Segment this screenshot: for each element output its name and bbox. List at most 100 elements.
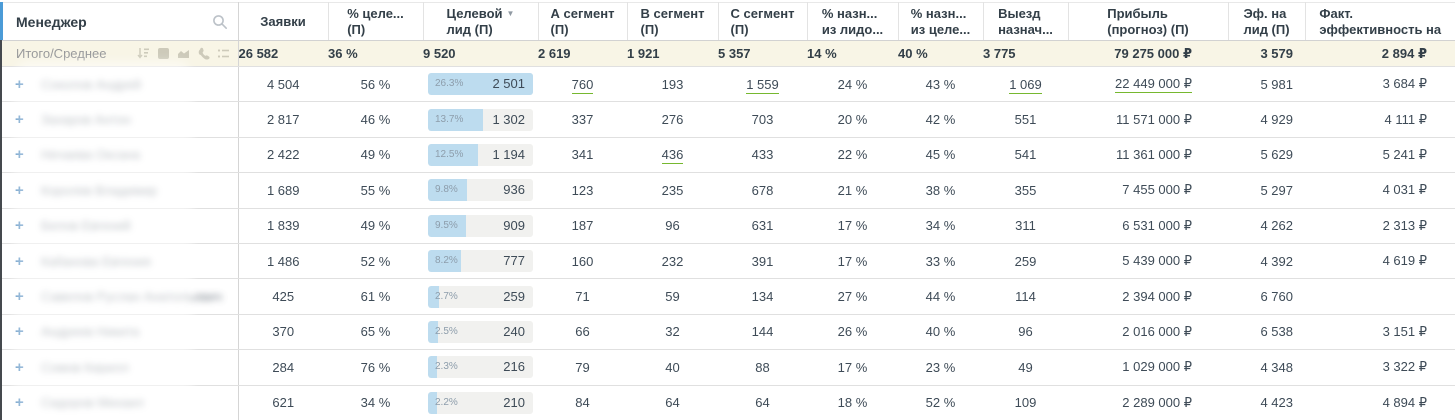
cell-segment-b: 193: [627, 66, 718, 103]
cell-value: 703: [751, 112, 774, 128]
cell-value: 6 538: [1260, 324, 1293, 340]
cell-value: 24 %: [837, 76, 868, 92]
cell-value: 4 894 ₽: [1382, 394, 1427, 410]
column-header-target-lead[interactable]: Целевой ▼ лид (П): [422, 2, 538, 41]
cell-value[interactable]: 760: [571, 76, 594, 94]
column-header-segment-a[interactable]: А сегмент (П): [537, 2, 627, 41]
cell-value: 551: [1014, 112, 1037, 128]
manager-cell: + Кабанова Евгения: [0, 243, 239, 280]
expand-plus-icon[interactable]: +: [15, 181, 24, 199]
column-header-segment-c[interactable]: С сегмент (П): [717, 2, 807, 41]
list-icon[interactable]: [217, 47, 230, 60]
cell-value[interactable]: 1 069: [1009, 76, 1042, 94]
cell-value[interactable]: 436: [661, 147, 684, 165]
cell-ef-per-lead: 4 348: [1228, 349, 1305, 386]
cell-value: 18 %: [837, 395, 868, 411]
area-chart-icon[interactable]: [177, 47, 190, 60]
cell-profit: 7 455 000 ₽: [1068, 172, 1228, 209]
cell-pct-from-target: 43 %: [898, 66, 983, 103]
expand-plus-icon[interactable]: +: [15, 252, 24, 270]
cell-value: 64: [755, 395, 770, 411]
cell-value: 65 %: [360, 324, 391, 340]
totals-ef-per-lead: 3 579: [1228, 40, 1305, 67]
cell-pct-target: 61 %: [328, 278, 423, 315]
cell-ef-per-lead: 4 392: [1228, 243, 1305, 280]
cell-value: 2 016 000 ₽: [1122, 323, 1192, 339]
search-icon[interactable]: [212, 14, 228, 30]
manager-cell: + Сидоров Михаил: [0, 385, 239, 420]
cell-segment-c: 1 559: [718, 66, 807, 103]
expand-plus-icon[interactable]: +: [15, 217, 24, 235]
column-header-segment-b[interactable]: В сегмент (П): [626, 2, 718, 41]
cell-value: 49 %: [360, 218, 391, 234]
expand-plus-icon[interactable]: +: [15, 323, 24, 341]
cell-value: 17 %: [837, 253, 868, 269]
cell-value: 3 322 ₽: [1382, 359, 1427, 375]
cell-fact-effectiveness: 3 151 ₽: [1305, 314, 1455, 351]
bar-fill: [428, 73, 533, 96]
manager-name-blurred: Соколов Андрей: [41, 76, 142, 92]
target-lead-bar: 26.3% 2 501: [428, 73, 533, 96]
cell-value: 33 %: [925, 253, 956, 269]
column-header-fact-effectiveness[interactable]: Факт. эффективность на: [1304, 2, 1455, 41]
cell-ef-per-lead: 6 760: [1228, 278, 1305, 315]
cell-profit: 11 361 000 ₽: [1068, 137, 1228, 174]
expand-plus-icon[interactable]: +: [15, 358, 24, 376]
totals-label: Итого/Среднее: [16, 46, 107, 61]
expand-plus-icon[interactable]: +: [15, 146, 24, 164]
cell-zayavki: 284: [238, 349, 328, 386]
cell-segment-c: 391: [718, 243, 807, 280]
cell-value: 2 422: [266, 147, 300, 163]
target-lead-bar: 2.3% 216: [428, 356, 533, 379]
cell-pct-from-leads: 17 %: [807, 349, 898, 386]
column-header-vyezd[interactable]: Выезд назнач...: [982, 2, 1068, 41]
cell-segment-c: 88: [718, 349, 807, 386]
totals-zayavki: 26 582: [238, 40, 328, 67]
cell-segment-a: 337: [538, 101, 627, 138]
cell-profit: 2 016 000 ₽: [1068, 314, 1228, 351]
cell-value: 52 %: [360, 253, 391, 269]
cell-target-lead: 13.7% 1 302: [423, 101, 538, 138]
bar-fill: [428, 356, 438, 379]
column-header-pct-from-target[interactable]: % назн... из целе...: [897, 2, 983, 41]
expand-plus-icon[interactable]: +: [15, 394, 24, 412]
bar-value[interactable]: 2 501: [492, 73, 525, 95]
cell-vyezd: 541: [983, 137, 1068, 174]
totals-profit: 79 275 000 ₽: [1068, 40, 1228, 67]
expand-plus-icon[interactable]: +: [15, 288, 24, 306]
column-header-manager[interactable]: Менеджер: [0, 2, 239, 41]
cell-value[interactable]: 1 559: [746, 76, 779, 94]
cell-value: 96: [665, 218, 680, 234]
manager-cell: + Захаров Антон: [0, 101, 239, 138]
cell-zayavki: 370: [238, 314, 328, 351]
totals-fact-effectiveness: 2 894 ₽: [1305, 40, 1455, 67]
column-header-pct-target[interactable]: % целе... (П): [327, 2, 423, 41]
cell-value: 109: [1014, 395, 1037, 411]
totals-pct-from-target: 40 %: [898, 40, 983, 67]
cell-value[interactable]: 22 449 000 ₽: [1115, 76, 1192, 94]
expand-plus-icon[interactable]: +: [15, 75, 24, 93]
cell-value: 5 297: [1260, 182, 1293, 198]
cell-segment-b: 232: [627, 243, 718, 280]
cell-pct-from-target: 45 %: [898, 137, 983, 174]
cell-value: 4 031 ₽: [1382, 182, 1427, 198]
manager-cell: + Савелов Руслан Анатольевич: [0, 278, 239, 315]
column-header-ef-per-lead[interactable]: Эф. на лид (П): [1227, 2, 1305, 41]
bar-fill: [428, 214, 466, 237]
bar-percent-label: 2.3%: [435, 361, 458, 373]
phone-icon[interactable]: [197, 47, 210, 60]
table-row: + Савелов Руслан Анатольевич 425 61 % 2.7…: [0, 278, 1455, 315]
column-header-profit[interactable]: Прибыль (прогноз) (П): [1067, 2, 1228, 41]
cell-value: 235: [661, 182, 684, 198]
column-header-pct-from-leads[interactable]: % назн... из лидо...: [806, 2, 898, 41]
expand-plus-icon[interactable]: +: [15, 111, 24, 129]
cell-value: 2 817: [266, 112, 300, 128]
cell-segment-a: 187: [538, 208, 627, 244]
cell-zayavki: 1 486: [238, 243, 328, 280]
cell-value: 49: [1018, 359, 1033, 375]
square-icon[interactable]: [157, 47, 170, 60]
sort-amount-icon[interactable]: [136, 47, 150, 60]
cell-value: 64: [665, 395, 680, 411]
column-header-zayavki[interactable]: Заявки: [237, 2, 328, 41]
